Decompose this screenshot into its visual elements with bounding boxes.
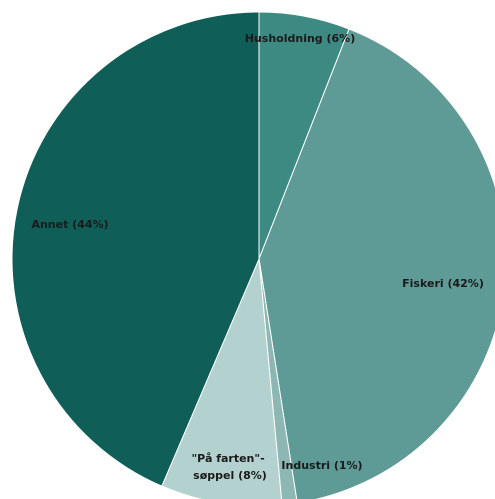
data-label-pa-farten-line-2: søppel (8%): [193, 469, 267, 482]
pie-slice-annet: [11, 11, 260, 487]
data-label-husholdning: Husholdning (6%): [245, 32, 355, 45]
pie-slice-på-farten-søppel: [161, 258, 282, 499]
data-label-pa-farten: "På farten"- søppel (8%): [191, 452, 268, 482]
pie-slice-fiskeri: [258, 28, 495, 499]
data-label-fiskeri: Fiskeri (42%): [402, 277, 484, 290]
data-label-pa-farten-line-1: "På farten"-: [191, 452, 264, 465]
slices-layer: [11, 11, 495, 499]
data-label-annet: Annet (44%): [31, 218, 108, 231]
pie-slice-industri: [258, 258, 298, 499]
labels-layer: Husholdning (6%) Fiskeri (42%) Industri …: [31, 32, 483, 482]
data-label-industri: Industri (1%): [281, 459, 362, 472]
